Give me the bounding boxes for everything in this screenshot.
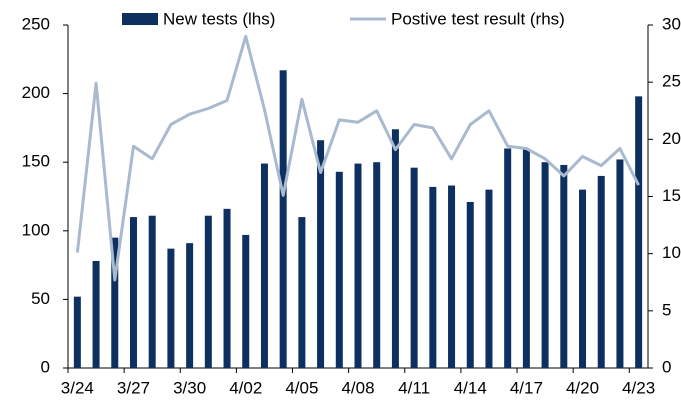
bar (335, 171, 343, 368)
y-tick-label: 200 (22, 83, 50, 102)
bar (391, 129, 399, 368)
bar (560, 164, 568, 368)
bar (279, 70, 287, 368)
x-tick-label: 4/05 (285, 378, 318, 397)
y-tick-label: 250 (22, 14, 50, 33)
bar (616, 159, 624, 368)
bar (429, 186, 437, 368)
bar (73, 296, 81, 368)
y2-tick-label: 30 (662, 14, 681, 33)
line (75, 34, 640, 282)
bar (466, 201, 474, 368)
x-tick-label: 4/08 (341, 378, 374, 397)
legend-swatch (122, 13, 158, 25)
bar (260, 163, 268, 368)
bar (298, 217, 306, 368)
bar (410, 167, 418, 368)
bar (204, 215, 212, 368)
bar (635, 96, 643, 369)
bar (129, 217, 137, 368)
bar (373, 162, 381, 368)
y-tick-label: 50 (31, 289, 50, 308)
x-tick-label: 4/20 (566, 378, 599, 397)
bar (504, 148, 512, 368)
y2-tick-label: 20 (662, 129, 681, 148)
y2-tick-label: 25 (662, 72, 681, 91)
y2-tick-label: 5 (662, 300, 671, 319)
y-tick-label: 150 (22, 152, 50, 171)
bar (579, 189, 587, 368)
y-tick-label: 100 (22, 220, 50, 239)
bar (167, 248, 175, 368)
y2-tick-label: 15 (662, 186, 681, 205)
bar (317, 140, 325, 368)
bar (223, 208, 231, 368)
y-tick-label: 0 (41, 357, 50, 376)
bar (148, 215, 156, 368)
x-tick-label: 4/02 (229, 378, 262, 397)
bar (111, 237, 119, 368)
x-tick-label: 4/14 (454, 378, 487, 397)
x-tick-label: 4/17 (510, 378, 543, 397)
bar (242, 234, 250, 368)
x-tick-label: 3/27 (117, 378, 150, 397)
bar (92, 260, 100, 368)
x-tick-label: 4/23 (622, 378, 655, 397)
bar (541, 162, 549, 368)
legend-label: Postive test result (rhs) (391, 9, 565, 28)
x-tick-label: 3/24 (61, 378, 94, 397)
x-tick-label: 3/30 (173, 378, 206, 397)
bar (485, 189, 493, 368)
bar (597, 175, 605, 368)
x-tick-label: 4/11 (398, 378, 430, 397)
bar (522, 148, 530, 368)
y2-tick-label: 10 (662, 243, 681, 262)
bar (186, 243, 194, 368)
bar (354, 163, 362, 368)
legend-label: New tests (lhs) (163, 9, 275, 28)
y2-tick-label: 0 (662, 357, 671, 376)
bar (448, 185, 456, 368)
